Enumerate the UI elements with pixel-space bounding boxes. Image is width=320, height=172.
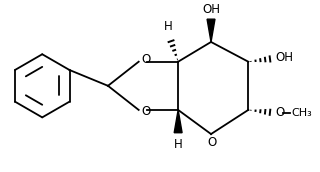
Text: O: O xyxy=(142,53,151,66)
Polygon shape xyxy=(174,110,182,133)
Text: O: O xyxy=(275,106,284,119)
Text: OH: OH xyxy=(276,51,293,64)
Text: O: O xyxy=(208,136,217,149)
Polygon shape xyxy=(207,19,215,42)
Text: CH₃: CH₃ xyxy=(291,108,312,117)
Text: O: O xyxy=(142,105,151,118)
Text: H: H xyxy=(174,138,182,151)
Text: OH: OH xyxy=(202,3,220,16)
Text: H: H xyxy=(164,20,172,33)
